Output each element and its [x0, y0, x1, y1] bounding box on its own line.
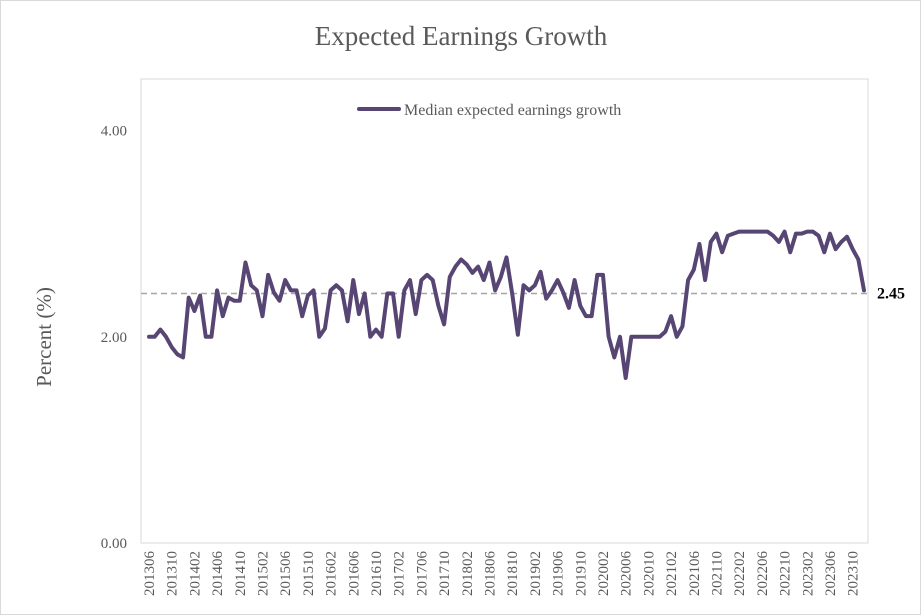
x-tick-label: 201610 — [369, 551, 385, 596]
y-tick-label: 0.00 — [101, 536, 127, 552]
x-tick-label: 201606 — [346, 551, 362, 597]
x-tick-label: 201310 — [165, 551, 181, 596]
x-tick-label: 202110 — [709, 551, 725, 595]
y-axis: 0.00 2.00 4.00 — [101, 124, 127, 552]
x-tick-label: 202306 — [823, 551, 839, 597]
x-tick-label: 201402 — [187, 551, 203, 596]
series-line — [147, 229, 866, 381]
x-axis: 201306 201310 201402 201406 201410 201502 2015… — [142, 551, 862, 597]
x-tick-label: 202206 — [755, 551, 771, 597]
x-tick-label: 201306 — [142, 551, 158, 597]
x-tick-label: 201406 — [210, 551, 226, 597]
y-tick-label: 2.00 — [101, 330, 127, 346]
x-tick-label: 201602 — [324, 551, 340, 596]
legend: Median expected earnings growth — [357, 102, 621, 119]
x-tick-label: 202302 — [800, 551, 816, 596]
y-axis-title: Percent (%) — [32, 287, 56, 387]
x-tick-label: 201706 — [414, 551, 430, 597]
x-tick-label: 202002 — [596, 551, 612, 596]
x-tick-label: 201702 — [392, 551, 408, 596]
plot-area — [140, 78, 869, 544]
x-tick-label: 201710 — [437, 551, 453, 596]
series-group — [147, 229, 866, 381]
x-tick-label: 202210 — [778, 551, 794, 596]
legend-label: Median expected earnings growth — [404, 102, 621, 119]
chart-title: Expected Earnings Growth — [315, 21, 608, 51]
x-tick-label: 201902 — [528, 551, 544, 596]
x-tick-label: 202006 — [619, 551, 635, 597]
reference-label: 2.45 — [877, 285, 905, 302]
x-tick-label: 201410 — [233, 551, 249, 596]
x-tick-label: 201802 — [460, 551, 476, 596]
reference-line-group: 2.45 — [141, 285, 905, 302]
y-tick-label: 4.00 — [101, 124, 127, 140]
x-tick-label: 202106 — [687, 551, 703, 597]
x-tick-label: 202102 — [664, 551, 680, 596]
x-tick-label: 201806 — [482, 551, 498, 597]
x-tick-label: 202010 — [641, 551, 657, 596]
x-tick-label: 202202 — [732, 551, 748, 596]
x-tick-label: 201906 — [551, 551, 567, 597]
x-tick-label: 201910 — [573, 551, 589, 596]
x-tick-label: 201510 — [301, 551, 317, 596]
x-tick-label: 201810 — [505, 551, 521, 596]
x-tick-label: 201502 — [255, 551, 271, 596]
x-tick-label: 201506 — [278, 551, 294, 597]
x-tick-label: 202310 — [846, 551, 862, 596]
